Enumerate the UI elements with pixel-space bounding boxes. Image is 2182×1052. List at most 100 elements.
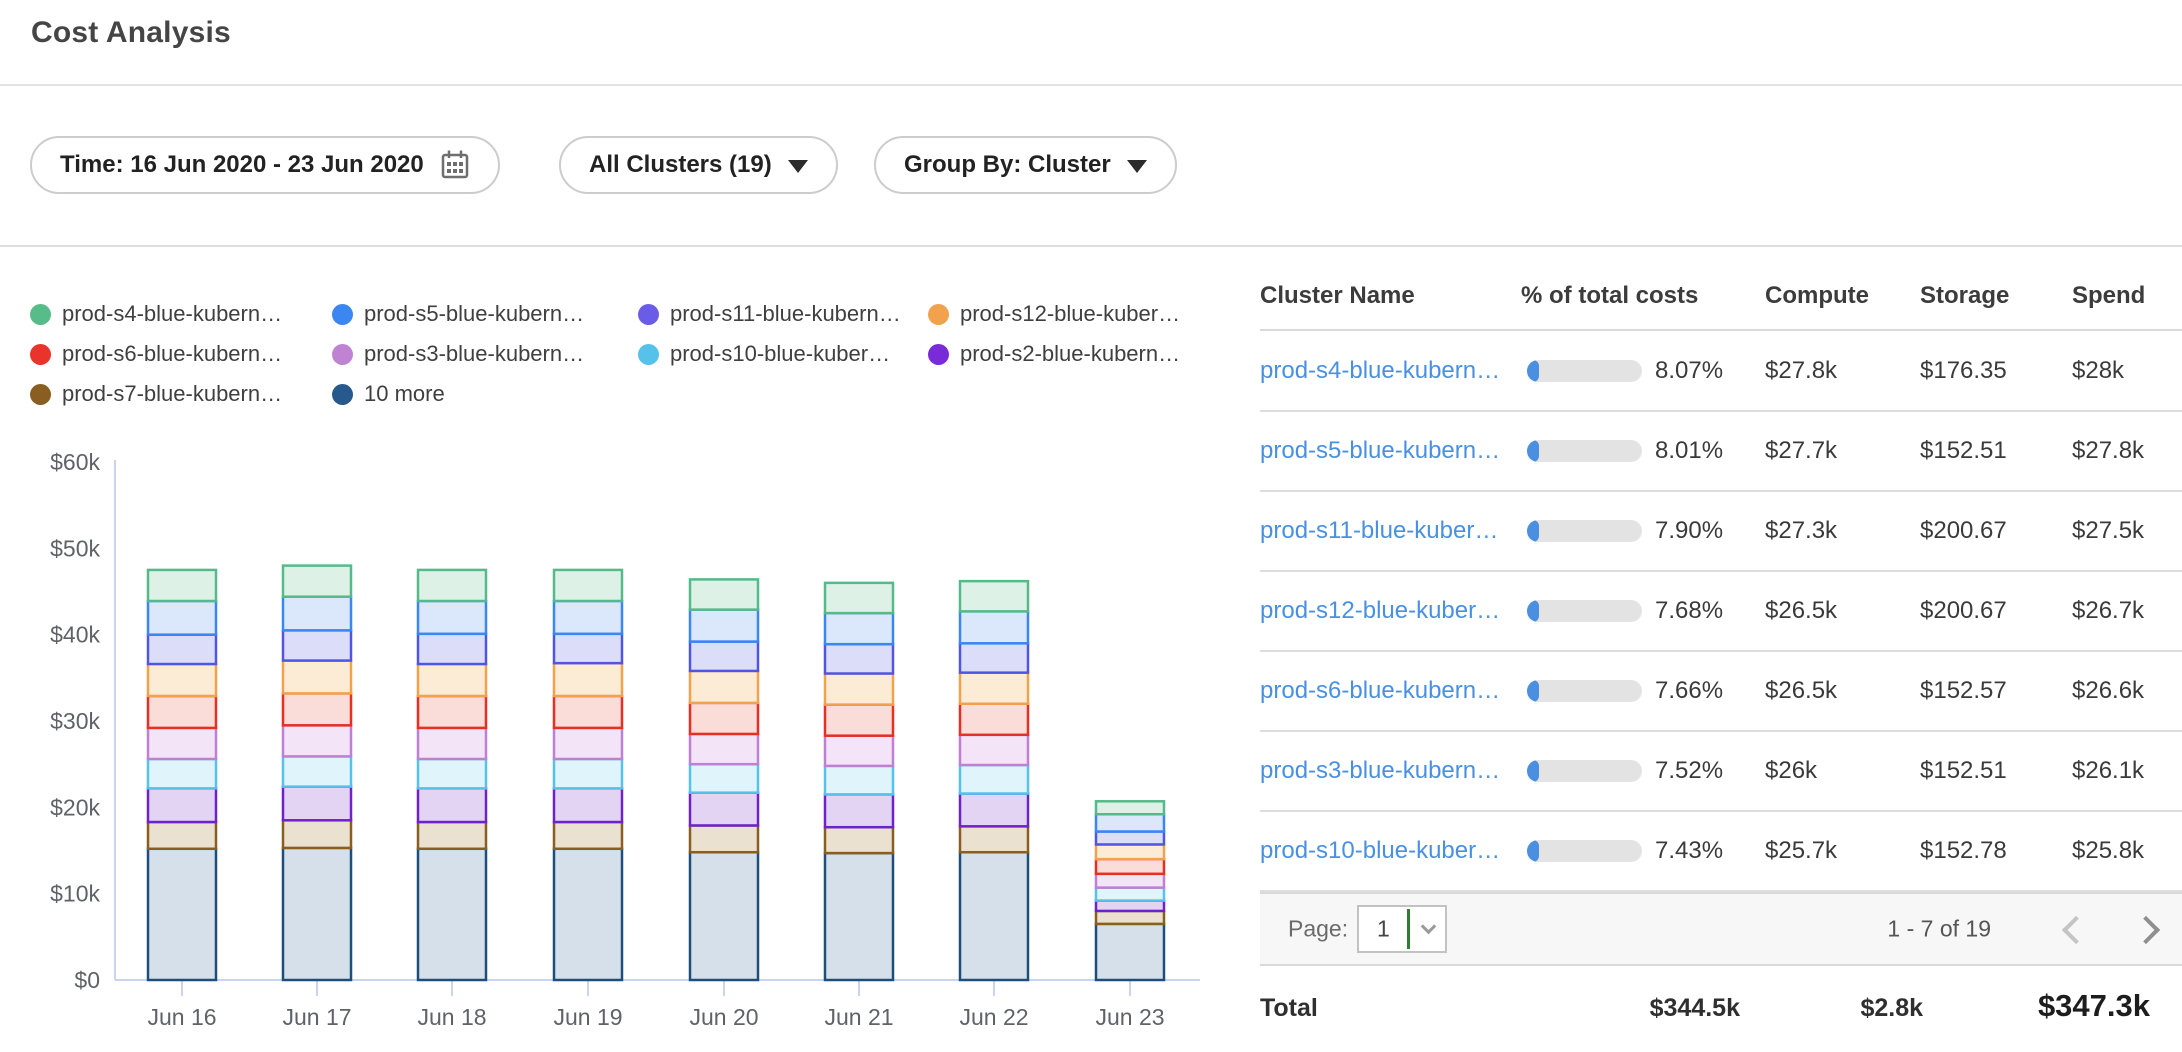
bar-segment[interactable] [823, 734, 895, 768]
legend-item[interactable]: prod-s2-blue-kubern… [928, 341, 1210, 367]
bar-segment[interactable] [958, 610, 1030, 645]
clusters-filter-dropdown[interactable]: All Clusters (19) [559, 136, 838, 194]
bar-segment[interactable] [958, 763, 1030, 795]
bar-segment[interactable] [146, 847, 218, 982]
bar-segment[interactable] [281, 846, 353, 982]
bar-segment[interactable] [823, 851, 895, 982]
bar-segment[interactable] [552, 847, 624, 982]
bar-segment[interactable] [416, 847, 488, 982]
bar-segment[interactable] [958, 733, 1030, 767]
bar-segment[interactable] [823, 642, 895, 675]
legend-item[interactable]: prod-s11-blue-kubern… [638, 301, 928, 327]
bar-segment[interactable] [416, 757, 488, 790]
cluster-name-link[interactable]: prod-s12-blue-kuber… [1260, 597, 1501, 624]
bar-segment[interactable] [281, 629, 353, 662]
bar-segment[interactable] [958, 579, 1030, 613]
bar-segment[interactable] [688, 608, 760, 643]
previous-page-button[interactable] [2061, 915, 2091, 945]
bar-segment[interactable] [552, 632, 624, 665]
bar-segment[interactable] [958, 825, 1030, 854]
bar-segment[interactable] [958, 702, 1030, 737]
bar-segment[interactable] [146, 757, 218, 790]
bar-segment[interactable] [688, 732, 760, 766]
bar-segment[interactable] [823, 703, 895, 737]
bar-segment[interactable] [823, 672, 895, 706]
bar-segment[interactable] [281, 659, 353, 695]
legend-item[interactable]: prod-s12-blue-kuber… [928, 301, 1210, 327]
bar-segment[interactable] [281, 755, 353, 788]
legend-item[interactable]: prod-s10-blue-kuber… [638, 341, 928, 367]
legend-item[interactable]: prod-s6-blue-kubern… [30, 341, 332, 367]
bar-segment[interactable] [1094, 909, 1166, 926]
legend-item[interactable]: prod-s5-blue-kubern… [332, 301, 638, 327]
group-by-dropdown[interactable]: Group By: Cluster [874, 136, 1177, 194]
next-page-button[interactable] [2131, 915, 2161, 945]
bar-segment[interactable] [281, 564, 353, 598]
time-range-filter[interactable]: Time: 16 Jun 2020 - 23 Jun 2020 [30, 136, 500, 194]
bar-segment[interactable] [958, 850, 1030, 982]
bar-segment[interactable] [281, 785, 353, 822]
bar-segment[interactable] [958, 642, 1030, 674]
bar-segment[interactable] [146, 787, 218, 824]
bar-segment[interactable] [281, 819, 353, 850]
bar-segment[interactable] [823, 581, 895, 615]
bar-segment[interactable] [688, 850, 760, 982]
bar-segment[interactable] [146, 662, 218, 698]
bar-segment[interactable] [416, 726, 488, 761]
bar-segment[interactable] [823, 825, 895, 855]
bar-segment[interactable] [552, 726, 624, 761]
bar-segment[interactable] [416, 632, 488, 666]
cluster-name-link[interactable]: prod-s4-blue-kubern… [1260, 357, 1501, 384]
bar-segment[interactable] [1094, 899, 1166, 913]
bar-segment[interactable] [552, 820, 624, 851]
bar-segment[interactable] [281, 724, 353, 758]
bar-segment[interactable] [416, 599, 488, 636]
bar-segment[interactable] [146, 599, 218, 636]
bar-segment[interactable] [552, 787, 624, 824]
bar-segment[interactable] [1094, 843, 1166, 861]
bar-segment[interactable] [958, 671, 1030, 705]
legend-item[interactable]: prod-s3-blue-kubern… [332, 341, 638, 367]
bar-segment[interactable] [688, 669, 760, 705]
bar-segment[interactable] [416, 820, 488, 851]
bar-segment[interactable] [823, 611, 895, 646]
legend-item[interactable]: prod-s4-blue-kubern… [30, 301, 332, 327]
bar-segment[interactable] [1094, 872, 1166, 889]
bar-segment[interactable] [146, 694, 218, 730]
bar-segment[interactable] [416, 662, 488, 698]
bar-segment[interactable] [552, 694, 624, 730]
bar-segment[interactable] [146, 568, 218, 603]
bar-segment[interactable] [552, 599, 624, 636]
bar-segment[interactable] [416, 568, 488, 603]
bar-segment[interactable] [823, 764, 895, 796]
bar-segment[interactable] [688, 824, 760, 854]
cluster-name-link[interactable]: prod-s3-blue-kubern… [1260, 757, 1501, 784]
bar-segment[interactable] [1094, 800, 1166, 816]
bar-segment[interactable] [552, 661, 624, 698]
cluster-name-link[interactable]: prod-s6-blue-kubern… [1260, 677, 1501, 704]
bar-segment[interactable] [688, 578, 760, 611]
bar-segment[interactable] [688, 762, 760, 794]
bar-segment[interactable] [1094, 812, 1166, 833]
cluster-name-link[interactable]: prod-s10-blue-kuber… [1260, 837, 1501, 864]
bar-segment[interactable] [281, 692, 353, 727]
bar-segment[interactable] [1094, 922, 1166, 982]
bar-segment[interactable] [823, 793, 895, 829]
page-select[interactable]: 1 [1357, 905, 1447, 953]
legend-item[interactable]: prod-s7-blue-kubern… [30, 381, 332, 407]
bar-segment[interactable] [146, 726, 218, 761]
bar-segment[interactable] [688, 791, 760, 827]
bar-segment[interactable] [688, 640, 760, 673]
bar-segment[interactable] [1094, 886, 1166, 902]
cluster-name-link[interactable]: prod-s5-blue-kubern… [1260, 437, 1501, 464]
bar-segment[interactable] [1094, 857, 1166, 876]
bar-segment[interactable] [552, 568, 624, 603]
bar-segment[interactable] [146, 820, 218, 851]
bar-segment[interactable] [552, 757, 624, 790]
cluster-name-link[interactable]: prod-s11-blue-kuber… [1260, 517, 1499, 544]
bar-segment[interactable] [958, 792, 1030, 828]
bar-segment[interactable] [1094, 830, 1166, 846]
bar-segment[interactable] [416, 787, 488, 824]
legend-item[interactable]: 10 more [332, 381, 638, 407]
bar-segment[interactable] [688, 701, 760, 736]
